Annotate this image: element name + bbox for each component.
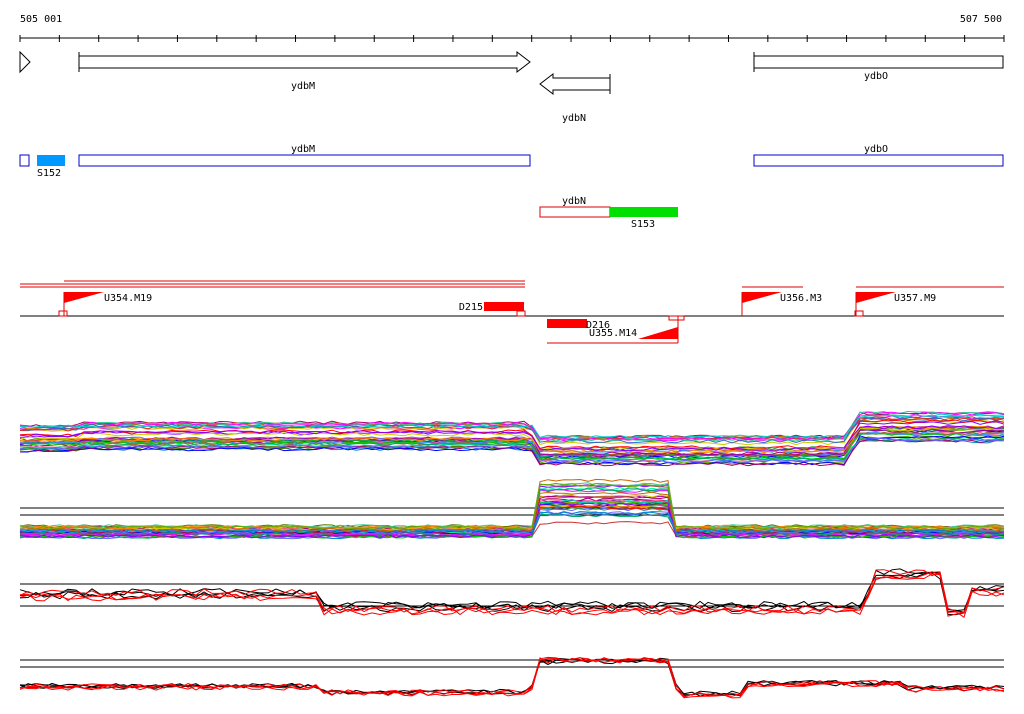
profile-line bbox=[19, 488, 1005, 533]
segment-marker-u357 bbox=[854, 310, 864, 317]
profile-line bbox=[19, 432, 1005, 461]
segment-label-u355: U355.M14 bbox=[589, 328, 637, 339]
coordinate-axis: 505 001 507 500 bbox=[19, 14, 1005, 42]
profile-line bbox=[19, 498, 1005, 530]
segment-flag-u354[interactable] bbox=[64, 292, 104, 303]
feature-track bbox=[19, 154, 1004, 218]
profile-line bbox=[19, 437, 1005, 463]
gene-arrow-ydbm[interactable] bbox=[78, 50, 531, 74]
profile-line bbox=[20, 425, 1005, 453]
profile-line bbox=[19, 482, 1005, 530]
profile-line bbox=[19, 439, 1005, 467]
segment-label-u357: U357.M9 bbox=[894, 293, 936, 304]
feature-s152[interactable] bbox=[37, 155, 65, 166]
profile-line bbox=[19, 569, 1005, 614]
profile-line bbox=[19, 416, 1005, 441]
profile-line bbox=[19, 501, 1005, 539]
feature-label-ydbm: ydbM bbox=[291, 144, 315, 155]
profile-line bbox=[19, 511, 1005, 533]
feature-label-s153: S153 bbox=[631, 219, 655, 230]
segment-label-d216: D216 bbox=[586, 320, 610, 331]
expression-panel-1 bbox=[19, 410, 1005, 467]
axis-start-label: 505 001 bbox=[20, 14, 62, 25]
axis-end-label: 507 500 bbox=[960, 14, 1002, 25]
feature-label-ydbo: ydbO bbox=[864, 144, 888, 155]
segment-d215[interactable] bbox=[484, 302, 524, 311]
profile-line bbox=[19, 478, 1005, 532]
expression-panel-4 bbox=[19, 656, 1005, 699]
segment-flag-u355[interactable] bbox=[638, 327, 678, 339]
gene-label-ydbm: ydbM bbox=[291, 81, 315, 92]
gene-arrow-ydbo[interactable] bbox=[753, 55, 1004, 69]
profile-line bbox=[19, 497, 1005, 530]
segment-marker-d215 bbox=[516, 310, 526, 317]
expression-panel-3 bbox=[19, 568, 1005, 618]
expression-panel-2 bbox=[19, 478, 1005, 540]
gene-track bbox=[19, 50, 1004, 96]
profile-line bbox=[19, 414, 1005, 439]
segment-track bbox=[20, 280, 1004, 344]
segment-label-d215: D215 bbox=[459, 302, 483, 313]
feature-box-left[interactable] bbox=[19, 154, 30, 167]
segment-flag-u357[interactable] bbox=[856, 292, 896, 303]
feature-box-ydbo[interactable] bbox=[753, 154, 1004, 167]
gene-label-ydbn: ydbN bbox=[562, 113, 586, 124]
profile-line bbox=[19, 425, 1005, 452]
profile-line bbox=[19, 657, 1005, 698]
segment-label-u356: U356.M3 bbox=[780, 293, 822, 304]
profile-line bbox=[19, 501, 1005, 539]
gene-label-ydbo: ydbO bbox=[864, 71, 888, 82]
profile-line bbox=[19, 573, 1005, 617]
feature-box-ydbn[interactable] bbox=[539, 206, 611, 218]
profile-line bbox=[19, 482, 1005, 529]
profile-line bbox=[20, 435, 1005, 466]
profile-line bbox=[19, 494, 1005, 531]
segment-marker-u354 bbox=[58, 310, 68, 317]
segment-flag-u356[interactable] bbox=[742, 292, 782, 303]
segment-d216[interactable] bbox=[547, 319, 587, 328]
profile-line bbox=[19, 411, 1005, 439]
feature-label-s152: S152 bbox=[37, 168, 61, 179]
feature-label-ydbn: ydbN bbox=[562, 196, 586, 207]
profile-line bbox=[19, 656, 1005, 697]
feature-box-ydbm[interactable] bbox=[78, 154, 531, 167]
gene-arrow-partial-left[interactable] bbox=[19, 50, 31, 74]
gene-arrow-ydbn[interactable] bbox=[539, 72, 611, 96]
segment-marker-u355 bbox=[668, 315, 685, 321]
feature-s153[interactable] bbox=[610, 207, 678, 217]
segment-label-u354: U354.M19 bbox=[104, 293, 152, 304]
axis-ticks bbox=[19, 35, 1005, 42]
profile-line bbox=[19, 488, 1005, 537]
